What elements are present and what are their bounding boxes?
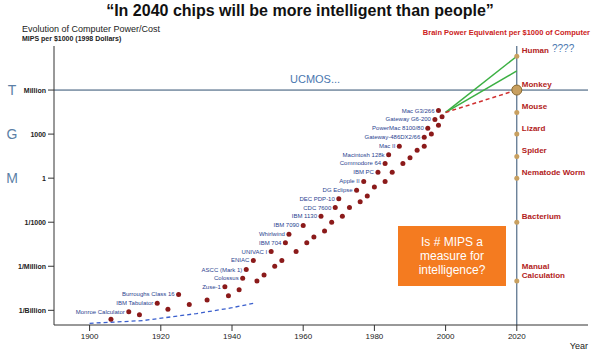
svg-text:IBM PC: IBM PC (353, 169, 374, 175)
svg-text:Colossus: Colossus (214, 275, 239, 281)
svg-text:2020: 2020 (508, 332, 526, 341)
svg-text:Manual: Manual (522, 262, 550, 271)
svg-text:Human: Human (522, 46, 549, 55)
svg-text:CDC 7600: CDC 7600 (303, 205, 332, 211)
svg-text:Gateway-486DX2/66: Gateway-486DX2/66 (365, 134, 421, 140)
svg-text:M: M (6, 170, 18, 186)
svg-text:IBM Tabulator: IBM Tabulator (116, 300, 153, 306)
html-text:Brain Power Equivalent per $10: Brain Power Equivalent per $1000 of Comp… (422, 28, 590, 37)
svg-text:Lizard: Lizard (522, 124, 546, 133)
svg-text:2000: 2000 (437, 332, 455, 341)
svg-text:1/Million: 1/Million (18, 263, 46, 270)
svg-text:1/Billion: 1/Billion (19, 307, 46, 314)
svg-text:IBM 1130: IBM 1130 (292, 213, 318, 219)
svg-text:Mac II: Mac II (379, 143, 396, 149)
svg-text:Year: Year (570, 341, 588, 351)
svg-text:ASCC (Mark 1): ASCC (Mark 1) (202, 267, 243, 273)
svg-text:Monkey: Monkey (522, 80, 552, 89)
html-text:MIPS per $1000 (1998 Dollars): MIPS per $1000 (1998 Dollars) (22, 35, 122, 42)
svg-text:Monroe Calculator: Monroe Calculator (76, 309, 125, 315)
svg-text:IBM 7090: IBM 7090 (274, 222, 300, 228)
svg-text:Burroughs Class 16: Burroughs Class 16 (122, 291, 175, 297)
svg-text:Nematode Worm: Nematode Worm (522, 168, 585, 177)
svg-text:UNIVAC I: UNIVAC I (242, 249, 268, 255)
svg-text:Zuse-1: Zuse-1 (202, 284, 221, 290)
svg-text:1000: 1000 (30, 131, 46, 138)
svg-text:Whirlwind: Whirlwind (259, 231, 285, 237)
svg-text:Mac G3/266: Mac G3/266 (402, 108, 435, 114)
svg-text:1980: 1980 (366, 332, 384, 341)
svg-text:Spider: Spider (522, 146, 547, 155)
svg-text:Commodore 64: Commodore 64 (340, 160, 382, 166)
svg-text:Calculation: Calculation (522, 271, 565, 280)
html-text:Evolution of Computer Power/Co: Evolution of Computer Power/Cost (22, 24, 161, 34)
svg-text:1: 1 (42, 175, 46, 182)
svg-text:ENIAC: ENIAC (231, 257, 250, 263)
svg-text:1920: 1920 (152, 332, 170, 341)
svg-text:1940: 1940 (223, 332, 241, 341)
svg-text:IBM 704: IBM 704 (259, 240, 282, 246)
svg-text:PowerMac 8100/80: PowerMac 8100/80 (372, 125, 424, 131)
html-text:“In 2040 chips will be more in: “In 2040 chips will be more intelligent … (106, 2, 494, 19)
svg-text:1/1000: 1/1000 (25, 219, 47, 226)
svg-text:Million: Million (24, 87, 46, 94)
svg-text:Macintosh 128k: Macintosh 128k (343, 152, 386, 158)
svg-text:T: T (8, 82, 17, 98)
svg-text:1960: 1960 (294, 332, 312, 341)
html-text:Is # MIPS a measure for intell: Is # MIPS a measure for intelligence? (418, 235, 486, 277)
svg-text:G: G (7, 126, 18, 142)
svg-text:DEC PDP-10: DEC PDP-10 (299, 196, 335, 202)
svg-text:Apple II: Apple II (339, 178, 360, 184)
html-text:UCMOS...: UCMOS... (290, 73, 341, 85)
svg-text:1900: 1900 (81, 332, 99, 341)
svg-text:DG Eclipse: DG Eclipse (323, 187, 354, 193)
svg-text:Gateway G6-200: Gateway G6-200 (386, 116, 432, 122)
svg-text:Bacterium: Bacterium (522, 212, 561, 221)
svg-text:Mouse: Mouse (522, 102, 548, 111)
